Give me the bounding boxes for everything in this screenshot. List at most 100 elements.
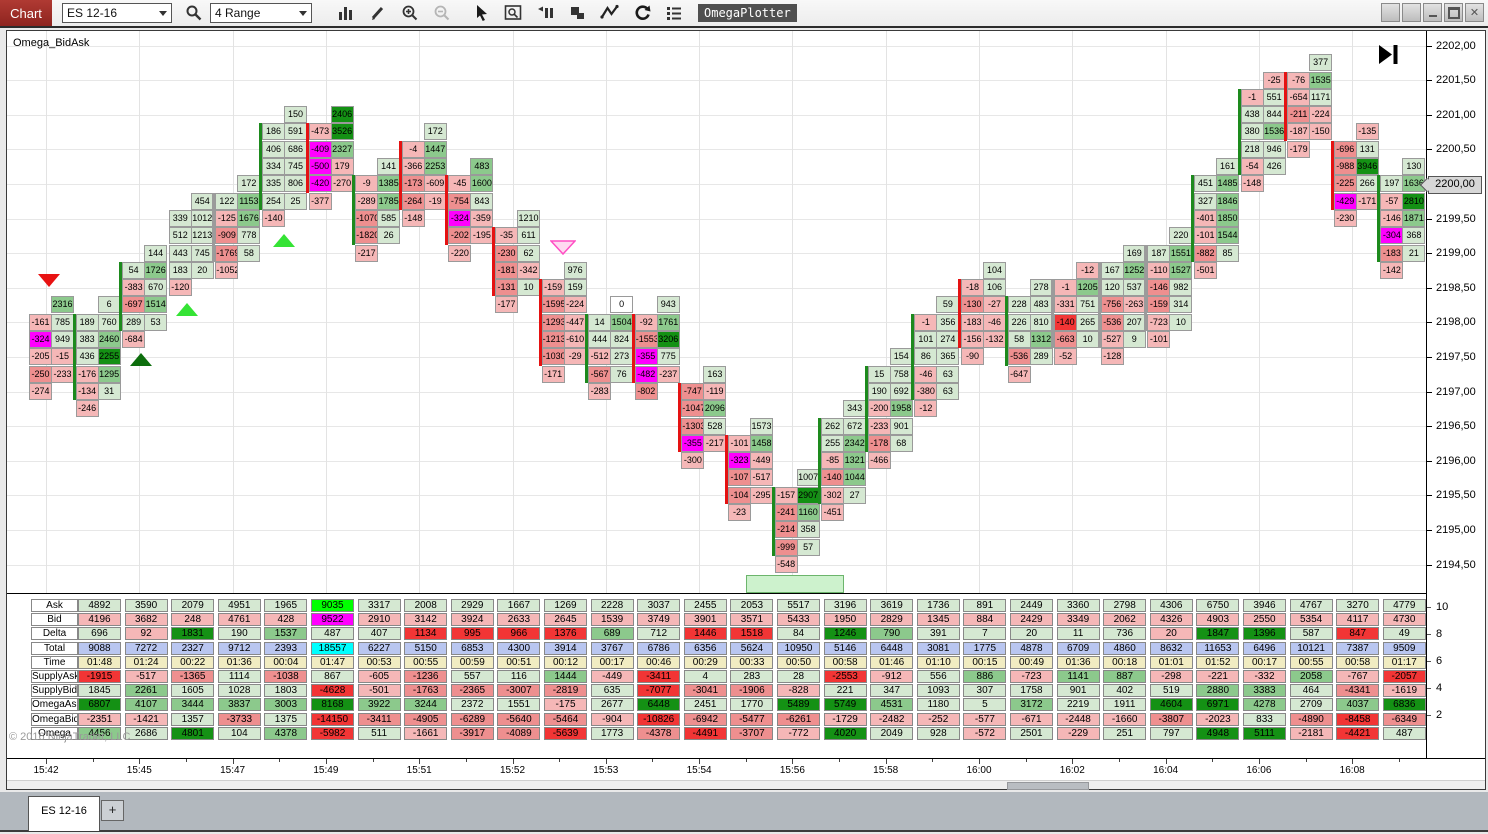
table-cell: 2550: [1243, 613, 1286, 627]
footprint-cell: 161: [1216, 158, 1239, 176]
table-cell: 4107: [124, 698, 168, 712]
table-cell: 00:55: [404, 655, 448, 669]
table-cell: 2079: [171, 599, 215, 612]
table-cell: -7077: [637, 684, 681, 698]
table-cell: 4948: [1196, 726, 1240, 740]
table-cell: 3172: [1010, 698, 1053, 712]
data-box-icon[interactable]: [504, 3, 524, 23]
footprint-cell: 10: [1076, 331, 1100, 349]
table-cell: -6261: [777, 712, 820, 726]
buy-marker-triangle-icon: [273, 234, 295, 247]
v-gridline: [325, 31, 327, 593]
time-tick: [1352, 759, 1354, 764]
instrument-select[interactable]: ES 12-16: [62, 3, 172, 23]
bar-open-close-edge: [538, 279, 542, 366]
pencil-icon[interactable]: [368, 3, 388, 23]
search-icon[interactable]: [184, 3, 204, 23]
footprint-cell: -132: [983, 331, 1006, 349]
footprint-cell: -909: [215, 227, 239, 245]
price-tick-label: 2201,50: [1436, 74, 1476, 87]
footprint-cell: 130: [1402, 158, 1426, 176]
footprint-cell: -1595: [541, 296, 565, 314]
table-cell: 9509: [1382, 641, 1426, 655]
footprint-cell: 1600: [470, 175, 494, 193]
add-tab-button[interactable]: +: [101, 800, 124, 821]
bar-chart-icon[interactable]: [336, 3, 356, 23]
table-cell: 6853: [450, 641, 494, 655]
footprint-cell: 187: [1147, 244, 1171, 262]
footprint-cell: -610: [563, 331, 587, 349]
toolbar-button-blank-1[interactable]: [1381, 3, 1400, 22]
footprint-cell: 226: [1007, 313, 1031, 331]
footprint-cell: 844: [1262, 106, 1286, 124]
chart-tab[interactable]: Chart: [0, 0, 52, 26]
skip-to-end-icon[interactable]: [1379, 45, 1399, 65]
table-cell: 6227: [357, 641, 401, 655]
time-tick: [139, 759, 141, 764]
price-axis[interactable]: 2200,00 2202,002201,502201,002200,502200…: [1426, 31, 1485, 758]
time-tick-label: 16:00: [966, 765, 992, 776]
footprint-plot[interactable]: Omega_BidAsk 2316 -161 785 -324 949 -205 -15 -2…: [7, 31, 1426, 593]
footprint-cell: -134: [75, 382, 99, 400]
table-cell: 01:46: [870, 655, 914, 669]
toolbar-button-blank-2[interactable]: [1402, 3, 1421, 22]
footprint-cell: 59: [936, 296, 960, 314]
zoom-out-icon[interactable]: [432, 3, 452, 23]
price-tick-label: 2195,50: [1436, 489, 1476, 502]
footprint-cell: 901: [889, 417, 913, 435]
refresh-icon[interactable]: [632, 3, 652, 23]
chart-trader-icon[interactable]: [536, 3, 556, 23]
workspaces-icon[interactable]: [568, 3, 588, 23]
table-cell: 3749: [637, 613, 681, 627]
horizontal-scrollbar[interactable]: [7, 780, 1485, 790]
table-cell: 712: [637, 627, 681, 641]
footprint-cell: -101: [1147, 331, 1171, 349]
restore-button[interactable]: [1444, 3, 1463, 22]
table-cell: 6448: [637, 698, 681, 712]
footprint-cell: -548: [774, 555, 798, 573]
table-cell: 2709: [1289, 698, 1333, 712]
document-tab-strip: ES 12-16 +: [0, 792, 1488, 832]
table-cell: -501: [357, 684, 401, 698]
footprint-cell: 197: [1380, 175, 1404, 193]
footprint-cell: 843: [470, 192, 494, 210]
scrollbar-thumb[interactable]: [1007, 782, 1089, 790]
h-gridline: [7, 149, 1426, 151]
table-cell: 3590: [124, 599, 168, 612]
table-cell: 00:04: [264, 655, 308, 669]
table-cell: 2829: [870, 613, 914, 627]
table-cell: 428: [264, 613, 308, 627]
close-button[interactable]: ✕: [1465, 3, 1484, 22]
price-tick-label: 2198,50: [1436, 281, 1476, 294]
footprint-cell: 1958: [889, 400, 913, 418]
time-axis[interactable]: 15:42 15:45 15:47 15:49 15:51 15:52 15:53 15:54…: [7, 758, 1485, 781]
table-cell: -1619: [1382, 684, 1426, 698]
footprint-cell: -323: [728, 452, 751, 470]
table-cell: -252: [916, 712, 960, 726]
zoom-in-icon[interactable]: [400, 3, 420, 23]
table-cell: -5640: [497, 712, 541, 726]
table-cell: 7272: [124, 641, 168, 655]
histogram-tick: [1427, 715, 1431, 716]
minimize-button[interactable]: [1423, 3, 1442, 22]
table-cell: 3196: [823, 599, 867, 612]
price-tick: [1427, 426, 1432, 428]
table-cell: 928: [916, 726, 960, 740]
table-cell: 487: [311, 627, 354, 641]
interval-select[interactable]: 4 Range: [210, 3, 312, 23]
table-cell: 00:50: [777, 655, 820, 669]
table-cell: 6786: [637, 641, 681, 655]
tab-es-12-16[interactable]: ES 12-16: [28, 796, 100, 831]
footprint-cell: -101: [728, 434, 751, 452]
zigzag-icon[interactable]: [600, 3, 620, 23]
time-tick: [1305, 759, 1307, 762]
list-icon[interactable]: [664, 3, 684, 23]
footprint-cell: 186: [262, 123, 285, 141]
footprint-cell: 1385: [377, 175, 401, 193]
price-tick: [1427, 114, 1432, 116]
cursor-icon[interactable]: [472, 3, 492, 23]
histogram-tick-label: 2: [1436, 709, 1443, 721]
time-tick: [792, 759, 794, 764]
h-gridline: [7, 287, 1426, 289]
table-cell: 01:10: [916, 655, 960, 669]
